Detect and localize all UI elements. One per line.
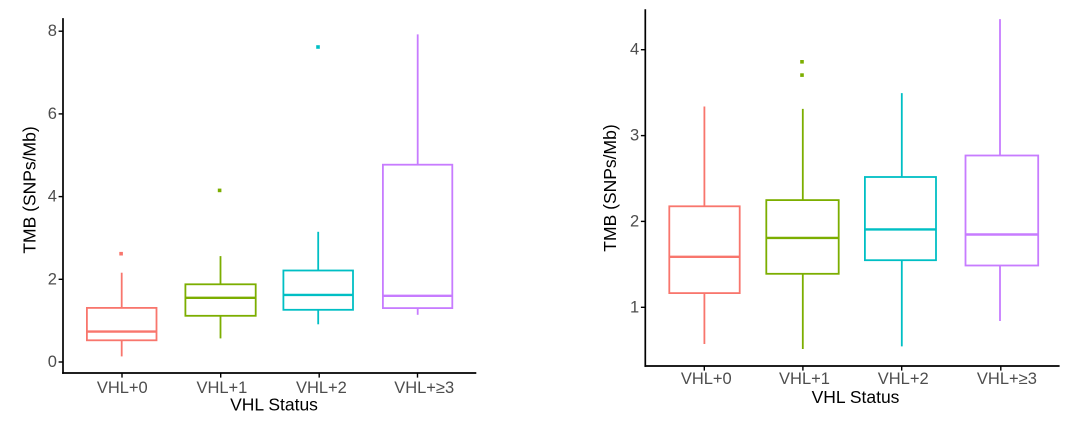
svg-text:4: 4 <box>630 41 639 59</box>
svg-text:TMB (SNPs/Mb): TMB (SNPs/Mb) <box>600 124 620 251</box>
svg-text:VHL+1: VHL+1 <box>196 379 247 397</box>
svg-text:VHL+0: VHL+0 <box>681 370 732 388</box>
svg-text:6: 6 <box>48 105 57 123</box>
svg-text:8: 8 <box>48 22 57 40</box>
svg-text:4: 4 <box>48 188 57 206</box>
svg-text:TMB (SNPs/Mb): TMB (SNPs/Mb) <box>19 126 39 253</box>
svg-text:2: 2 <box>48 270 57 288</box>
svg-text:VHL+2: VHL+2 <box>296 379 347 397</box>
svg-text:3: 3 <box>630 127 639 145</box>
svg-text:VHL+0: VHL+0 <box>97 379 148 397</box>
svg-text:2: 2 <box>630 212 639 230</box>
svg-text:1: 1 <box>630 298 639 316</box>
svg-text:VHL Status: VHL Status <box>812 387 900 407</box>
svg-text:VHL+≥3: VHL+≥3 <box>394 379 454 397</box>
svg-text:VHL+1: VHL+1 <box>779 370 830 388</box>
svg-text:VHL Status: VHL Status <box>230 395 318 415</box>
svg-text:0: 0 <box>48 353 57 371</box>
svg-text:VHL+≥3: VHL+≥3 <box>977 370 1037 388</box>
svg-text:VHL+2: VHL+2 <box>878 370 929 388</box>
